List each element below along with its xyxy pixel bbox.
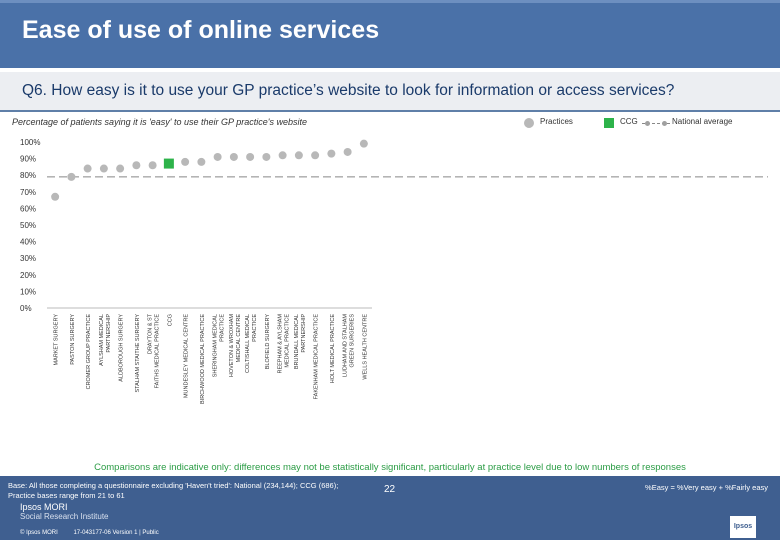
x-category-label: MUNDESLEY MEDICAL CENTRE <box>184 314 190 398</box>
y-tick-label: 40% <box>20 238 36 247</box>
base-note: Base: All those completing a questionnai… <box>8 481 338 501</box>
x-category-label: HOVETON & WROXHAM <box>229 314 235 378</box>
practice-point <box>132 161 141 170</box>
legend-national-marker <box>642 121 670 126</box>
practice-point <box>278 151 287 160</box>
x-category-label: LUDHAM AND STALHAM <box>343 314 349 378</box>
practice-point <box>83 164 92 173</box>
x-category-label: SHERINGHAM MEDICAL <box>213 314 219 377</box>
version-text: 17-043177-06 Version 1 | Public <box>73 530 159 536</box>
practice-point <box>327 149 336 158</box>
base-line-2: Practice bases range from 21 to 61 <box>8 491 125 500</box>
practice-point <box>294 151 303 160</box>
x-category-label: HOLT MEDICAL PRACTICE <box>330 314 336 384</box>
x-category-label: REEPHAM & AYLSHAM <box>278 314 284 374</box>
question-bar: Q6. How easy is it to use your GP practi… <box>0 72 780 112</box>
x-category-label: PRACTICE <box>220 314 226 342</box>
x-category-label: GREEN SURGERIES <box>350 314 356 368</box>
x-category-label: FAKENHAM MEDICAL PRACTICE <box>314 314 320 400</box>
legend-national-label: National average <box>672 117 733 126</box>
x-category-label: CCG <box>167 314 173 326</box>
legend-practices-label: Practices <box>540 117 573 126</box>
brand-logo-text: Ipsos MORI Social Research Institute <box>20 502 109 522</box>
slide-header: Ease of use of online services <box>0 0 780 68</box>
x-category-label: MEDICAL CENTRE <box>236 314 242 363</box>
brand-name: Ipsos MORI <box>20 502 68 512</box>
y-tick-label: 50% <box>20 221 36 230</box>
slide-title: Ease of use of online services <box>22 16 380 44</box>
legend-ccg-label: CCG <box>620 117 638 126</box>
practice-point <box>359 139 368 148</box>
practice-point <box>262 152 271 161</box>
practice-point <box>311 151 320 160</box>
base-line-1: Base: All those completing a questionnai… <box>8 481 339 490</box>
brand-division: Social Research Institute <box>20 512 109 521</box>
copyright-text: © Ipsos MORI <box>20 530 58 536</box>
x-category-label: CROMER GROUP PRACTICE <box>86 314 92 390</box>
y-tick-label: 70% <box>20 188 36 197</box>
practice-point <box>116 164 125 173</box>
x-category-label: PASTON SURGERY <box>70 314 76 365</box>
y-tick-label: 0% <box>20 304 32 313</box>
x-category-label: PARTNERSHIP <box>106 314 112 353</box>
copyright-line: © Ipsos MORI 17-043177-06 Version 1 | Pu… <box>20 530 173 536</box>
x-category-label: BLOFIELD SURGERY <box>265 314 271 370</box>
slide-footer: Base: All those completing a questionnai… <box>0 476 780 540</box>
x-category-label: BRUNDALL MEDICAL <box>294 314 300 369</box>
y-tick-label: 80% <box>20 171 36 180</box>
practice-point <box>343 147 352 156</box>
easy-formula: %Easy = %Very easy + %Fairly easy <box>645 483 768 492</box>
x-category-label: COLTISHALL MEDICAL <box>245 314 251 373</box>
y-tick-label: 60% <box>20 204 36 213</box>
x-category-label: PRACTICE <box>252 314 258 342</box>
practice-point <box>99 164 108 173</box>
x-category-label: MEDICAL PRACTICE <box>285 314 291 368</box>
chart-subtitle: Percentage of patients saying it is 'eas… <box>12 117 307 127</box>
y-tick-label: 20% <box>20 271 36 280</box>
y-tick-label: 90% <box>20 155 36 164</box>
practice-point <box>181 157 190 166</box>
y-tick-label: 30% <box>20 254 36 263</box>
ease-of-use-chart: 100% 90% 80% 70% 60% 50% 40% 30% 20% 10% 0% MARKET … <box>20 138 768 404</box>
x-category-label: STALHAM STAITHE SURGERY <box>135 314 141 393</box>
x-category-label: MARKET SURGERY <box>54 314 60 366</box>
question-text: Q6. How easy is it to use your GP practi… <box>22 82 675 99</box>
x-category-label: FAITHS MEDICAL PRACTICE <box>155 314 161 389</box>
practice-point <box>213 152 222 161</box>
y-tick-label: 100% <box>20 138 40 147</box>
header-band <box>0 0 780 3</box>
ipsos-logo: Ipsos <box>730 516 756 538</box>
ccg-marker <box>163 158 174 169</box>
x-category-label: AYLSHAM MEDICAL <box>99 314 105 366</box>
practice-point <box>229 152 238 161</box>
practice-point <box>148 161 157 170</box>
practice-point <box>246 152 255 161</box>
legend-practices-marker <box>524 118 534 128</box>
x-category-label: PARTNERSHIP <box>301 314 307 353</box>
y-tick-label: 10% <box>20 287 36 296</box>
x-category-label: BIRCHWOOD MEDICAL PRACTICE <box>200 314 206 404</box>
x-category-label: WELLS HEALTH CENTRE <box>362 314 368 380</box>
legend-ccg-marker <box>604 118 614 128</box>
comparison-note: Comparisons are indicative only: differe… <box>94 462 686 473</box>
practice-point <box>197 157 206 166</box>
practice-point <box>67 172 76 181</box>
page-number: 22 <box>384 484 396 495</box>
practice-point <box>51 192 60 201</box>
x-category-label: DRAYTON & ST <box>148 313 154 354</box>
x-category-label: ALDBOROUGH SURGERY <box>119 314 125 382</box>
